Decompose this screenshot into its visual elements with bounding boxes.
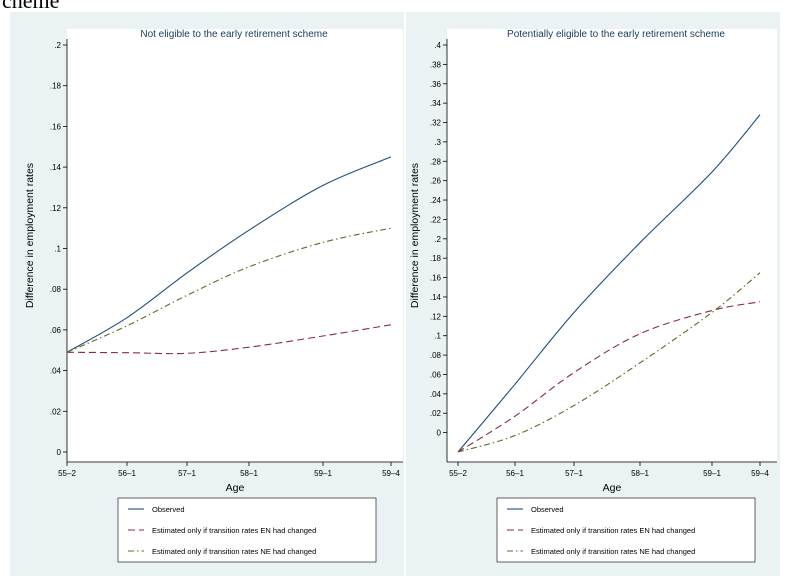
x-tick-label: 59–1 [703,469,721,478]
x-tick-label: 58–1 [631,469,649,478]
series-line-3 [66,227,392,353]
legend: Observed Estimated only if transition rat… [496,497,756,563]
y-tick-label: .36 [430,80,442,89]
legend-label: Estimated only if transition rates NE ha… [531,547,695,556]
y-tick-label: .14 [430,293,442,302]
x-tick-label: 55–2 [58,469,76,478]
x-tick-label: 57–1 [178,469,196,478]
chart-panel-1: Not eligible to the early retirement sch… [10,12,404,576]
x-tick-label: 55–2 [449,469,467,478]
y-tick-label: .04 [50,367,62,376]
y-tick-label: .38 [430,60,442,69]
x-tick-label: 58–1 [240,469,258,478]
y-axis-label: Difference in employment rates [409,163,421,308]
x-axis-label: Age [603,482,622,494]
y-tick-label: 0 [57,448,62,457]
y-tick-label: .26 [430,177,442,186]
y-tick-label: .3 [434,138,441,147]
y-tick-label: .34 [430,99,442,108]
y-axis-label: Difference in employment rates [24,163,36,308]
chart-title: Not eligible to the early retirement sch… [140,29,328,40]
x-tick-label: 57–1 [565,469,583,478]
legend-box [117,497,377,563]
y-tick-label: .06 [430,370,442,379]
series-line-1 [457,114,761,453]
x-axis-label: Age [226,482,245,494]
chart-title: Potentially eligible to the early retire… [507,29,725,40]
y-tick-label: .18 [430,254,442,263]
y-tick-label: 0 [437,429,442,438]
legend: Observed Estimated only if transition rat… [117,497,377,563]
x-tick-label: 59–4 [382,469,400,478]
series-line-1 [66,156,392,353]
y-tick-label: .4 [434,41,441,50]
series-line-2 [457,301,761,453]
series-line-3 [457,272,761,453]
y-tick-label: .2 [54,41,61,50]
x-tick-label: 59–1 [314,469,332,478]
legend-label: Observed [531,505,564,514]
y-tick-label: .14 [50,163,62,172]
y-tick-label: .18 [50,82,62,91]
y-tick-label: .16 [430,274,442,283]
series-line-2 [66,324,392,355]
y-tick-label: .22 [430,215,442,224]
chart-panel-2: Potentially eligible to the early retire… [406,12,780,576]
y-tick-label: .12 [50,204,62,213]
y-tick-label: .02 [50,407,62,416]
y-tick-label: .1 [434,332,441,341]
y-tick-label: .28 [430,157,442,166]
y-tick-label: .2 [434,235,441,244]
cropped-caption-text: cheme [2,0,60,13]
legend-label: Estimated only if transition rates NE ha… [152,547,316,556]
y-tick-label: .1 [54,245,61,254]
y-tick-label: .08 [430,351,442,360]
y-tick-label: .08 [50,285,62,294]
x-tick-label: 56–1 [118,469,136,478]
y-tick-label: .02 [430,409,442,418]
y-tick-label: .06 [50,326,62,335]
plot-area [67,29,403,462]
legend-box [496,497,756,563]
plot-area [447,29,777,462]
y-tick-label: .16 [50,122,62,131]
x-tick-label: 59–4 [751,469,769,478]
y-tick-label: .32 [430,119,442,128]
y-tick-label: .24 [430,196,442,205]
x-tick-label: 56–1 [506,469,524,478]
legend-label: Estimated only if transition rates EN ha… [531,526,695,535]
legend-label: Observed [152,505,185,514]
y-tick-label: .04 [430,390,442,399]
legend-label: Estimated only if transition rates EN ha… [152,526,316,535]
y-tick-label: .12 [430,312,442,321]
